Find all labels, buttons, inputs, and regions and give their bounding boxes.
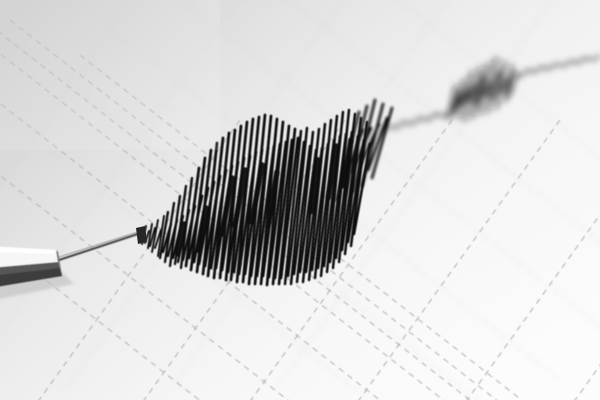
trace-far-blurred — [379, 55, 600, 133]
needle-arm — [55, 230, 142, 263]
trace-ink-pools — [175, 137, 354, 257]
trace-aftershock-burst — [447, 56, 518, 122]
trace-inter-burst-link — [379, 111, 453, 133]
trace-coda-decay — [283, 108, 372, 286]
haze-top-left — [0, 0, 220, 150]
trace-main-sharp — [139, 108, 372, 287]
recording-stylus — [0, 226, 147, 299]
trace-tail — [513, 55, 600, 77]
stylus-body — [0, 246, 62, 287]
needle-tip — [136, 226, 147, 244]
